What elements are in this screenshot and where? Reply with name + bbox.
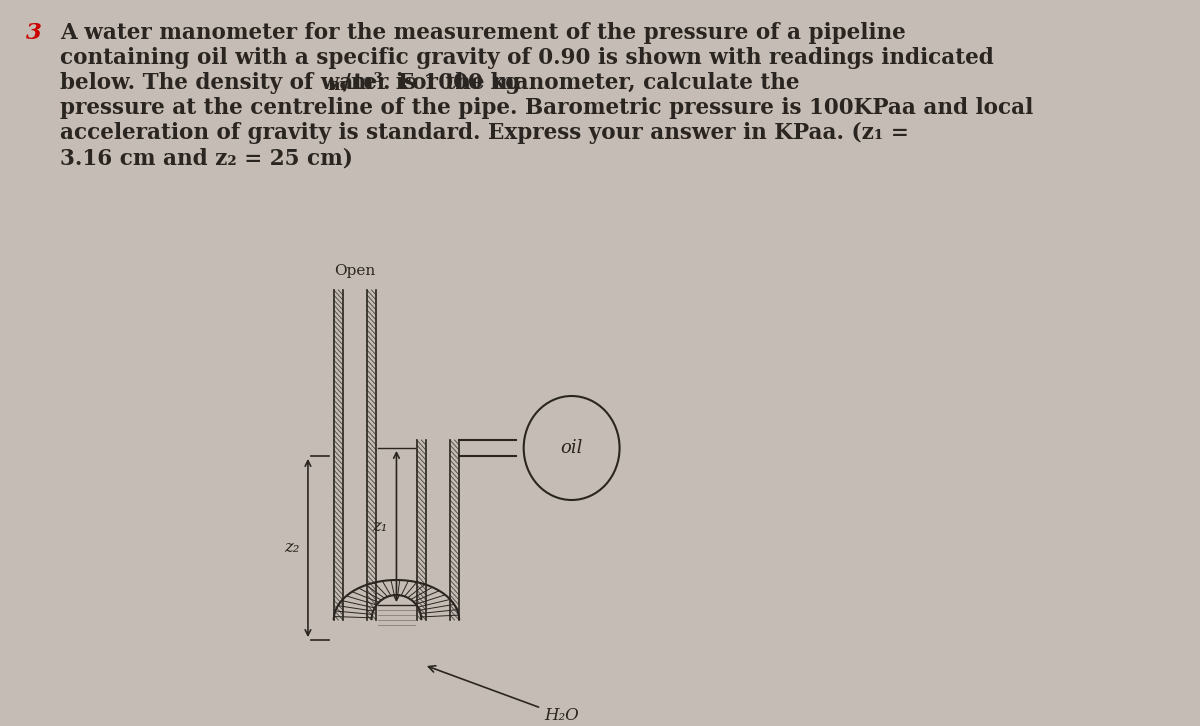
Text: Open: Open	[335, 264, 376, 278]
Text: containing oil with a specific gravity of 0.90 is shown with readings indicated: containing oil with a specific gravity o…	[60, 47, 994, 69]
Text: z₂: z₂	[283, 539, 299, 557]
Text: z₁: z₁	[372, 518, 388, 535]
Text: /m³. For the manometer, calculate the: /m³. For the manometer, calculate the	[343, 72, 799, 94]
Text: oil: oil	[560, 439, 583, 457]
Text: 3: 3	[26, 22, 42, 44]
Text: m: m	[328, 77, 346, 94]
Text: A water manometer for the measurement of the pressure of a pipeline: A water manometer for the measurement of…	[60, 22, 906, 44]
Text: H₂O: H₂O	[428, 666, 578, 724]
Text: below. The density of water is 1000 kg: below. The density of water is 1000 kg	[60, 72, 520, 94]
Text: 3.16 cm and z₂ = 25 cm): 3.16 cm and z₂ = 25 cm)	[60, 147, 353, 169]
Text: acceleration of gravity is standard. Express your answer in KPaa. (z₁ =: acceleration of gravity is standard. Exp…	[60, 122, 908, 144]
Text: pressure at the centreline of the pipe. Barometric pressure is 100KPaa and local: pressure at the centreline of the pipe. …	[60, 97, 1033, 119]
